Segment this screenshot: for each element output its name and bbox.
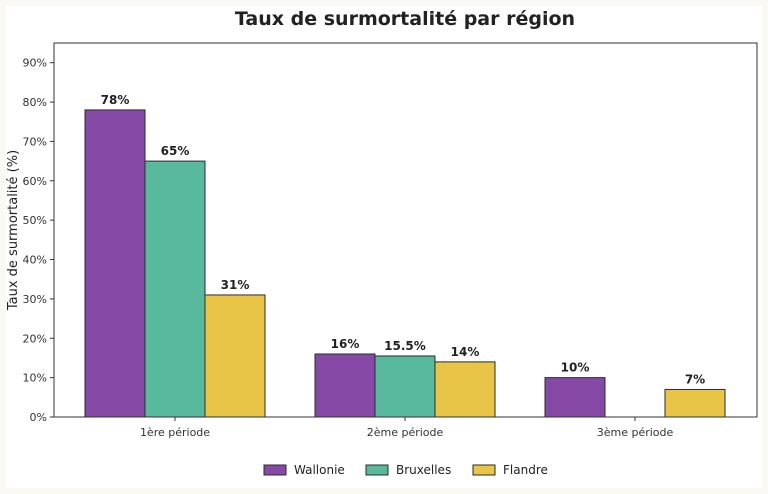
bar-value-label: 10% <box>561 361 590 375</box>
x-tick-label: 1ère période <box>140 426 210 439</box>
legend-swatch-wallonie <box>263 464 287 476</box>
bar-value-label: 7% <box>685 372 705 386</box>
bar-bruxelles-1 <box>144 160 206 418</box>
bar-value-label: 16% <box>331 337 360 351</box>
bar-flandre-3 <box>664 388 726 418</box>
y-tick-label: 90% <box>23 57 47 70</box>
y-tick-label: 30% <box>23 293 47 306</box>
bars-group <box>84 109 726 418</box>
bar-flandre-1 <box>204 294 266 418</box>
y-axis-label: Taux de surmortalité (%) <box>6 150 21 311</box>
plot-area-frame <box>53 42 758 418</box>
y-tick-label: 10% <box>23 372 47 385</box>
bar-wallonie-3 <box>544 377 606 418</box>
bar-value-label: 15.5% <box>384 339 426 353</box>
legend: Wallonie Bruxelles Flandre <box>263 463 548 477</box>
x-axis: 1ère période 2ème période 3ème période <box>140 417 674 439</box>
chart-title: Taux de surmortalité par région <box>235 8 575 30</box>
bar-wallonie-1 <box>84 109 146 418</box>
legend-label-flandre: Flandre <box>503 463 548 477</box>
bar-value-label: 31% <box>221 278 250 292</box>
y-axis: 0% 10% 20% 30% 40% 50% 60% 70% 80% 90% <box>23 57 54 424</box>
y-tick-label: 60% <box>23 175 47 188</box>
x-tick-label: 3ème période <box>597 426 674 439</box>
y-tick-label: 50% <box>23 214 47 227</box>
y-tick-label: 40% <box>23 254 47 267</box>
legend-label-bruxelles: Bruxelles <box>396 463 451 477</box>
legend-swatch-bruxelles <box>365 464 389 476</box>
bar-flandre-2 <box>434 361 496 418</box>
bar-value-label: 65% <box>161 144 190 158</box>
y-tick-label: 0% <box>30 411 47 424</box>
bar-value-label: 78% <box>101 93 130 107</box>
x-tick-label: 2ème période <box>367 426 444 439</box>
legend-label-wallonie: Wallonie <box>294 463 345 477</box>
bar-value-label: 14% <box>451 345 480 359</box>
legend-swatch-flandre <box>472 464 496 476</box>
y-tick-label: 80% <box>23 96 47 109</box>
bar-bruxelles-2 <box>374 355 436 418</box>
bar-wallonie-2 <box>314 353 376 418</box>
y-tick-label: 20% <box>23 332 47 345</box>
y-tick-label: 70% <box>23 135 47 148</box>
bar-labels-group: 78% 65% 31% 16% 15.5% 14% 10% 7% <box>101 93 706 387</box>
